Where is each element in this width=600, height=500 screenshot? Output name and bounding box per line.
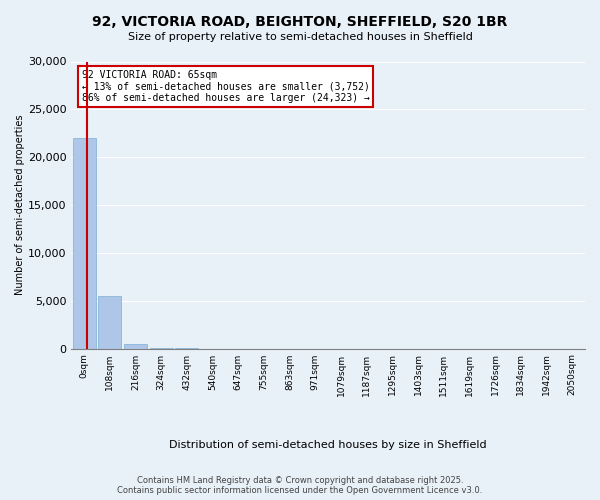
- Text: 92 VICTORIA ROAD: 65sqm
← 13% of semi-detached houses are smaller (3,752)
86% of: 92 VICTORIA ROAD: 65sqm ← 13% of semi-de…: [82, 70, 370, 103]
- Bar: [124, 344, 147, 348]
- Text: 92, VICTORIA ROAD, BEIGHTON, SHEFFIELD, S20 1BR: 92, VICTORIA ROAD, BEIGHTON, SHEFFIELD, …: [92, 15, 508, 29]
- Text: Size of property relative to semi-detached houses in Sheffield: Size of property relative to semi-detach…: [128, 32, 472, 42]
- Text: Contains HM Land Registry data © Crown copyright and database right 2025.
Contai: Contains HM Land Registry data © Crown c…: [118, 476, 482, 495]
- X-axis label: Distribution of semi-detached houses by size in Sheffield: Distribution of semi-detached houses by …: [169, 440, 487, 450]
- Y-axis label: Number of semi-detached properties: Number of semi-detached properties: [15, 115, 25, 296]
- Bar: [98, 296, 121, 348]
- Bar: [73, 138, 95, 348]
